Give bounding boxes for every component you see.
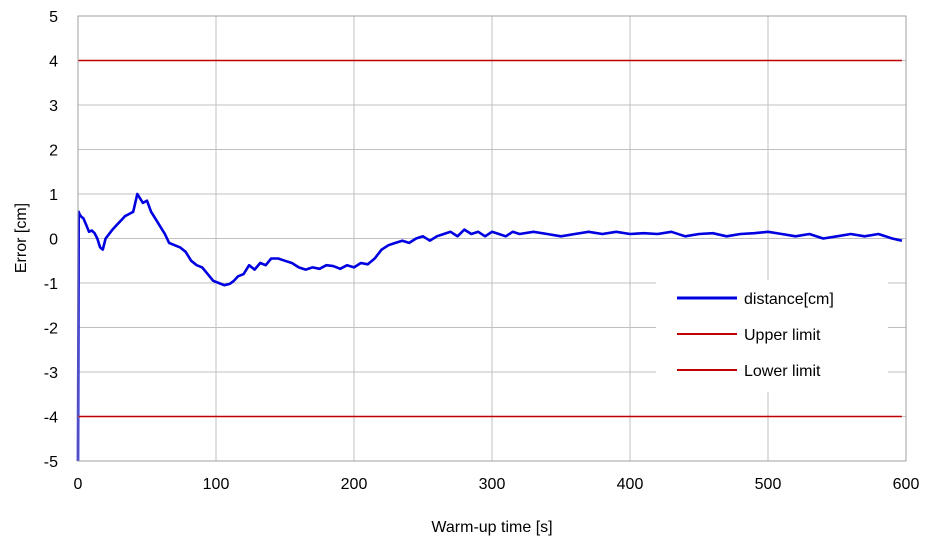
y-tick-label: -5 — [44, 454, 58, 471]
y-tick-label: 1 — [49, 187, 58, 204]
y-tick-label: -2 — [44, 321, 58, 338]
plot-area-frame — [77, 15, 907, 462]
series-line-distance — [76, 192, 903, 462]
y-tick-label: -4 — [44, 410, 58, 427]
x-tick-label: 200 — [341, 476, 368, 493]
legend-label-lower-limit: Lower limit — [744, 363, 821, 380]
x-tick-label: 0 — [74, 476, 83, 493]
x-axis-title: Warm-up time [s] — [431, 519, 552, 536]
y-tick-label: 2 — [49, 143, 58, 160]
legend-label-distance: distance[cm] — [744, 291, 834, 308]
y-tick-label: 5 — [49, 9, 58, 26]
x-tick-label: 300 — [479, 476, 506, 493]
legend: distance[cm] Upper limit Lower limit — [656, 280, 888, 392]
chart-ticks: 0 100 200 300 400 500 600 -5 -4 -3 -2 -1 0 1 2 3 4 5 — [44, 9, 920, 493]
chart-grid — [77, 15, 907, 462]
x-tick-label: 100 — [203, 476, 230, 493]
x-tick-label: 500 — [755, 476, 782, 493]
y-tick-label: -3 — [44, 365, 58, 382]
y-tick-label: 3 — [49, 98, 58, 115]
y-tick-label: 0 — [49, 232, 58, 249]
legend-label-upper-limit: Upper limit — [744, 327, 821, 344]
y-tick-label: 4 — [49, 54, 58, 71]
y-tick-label: -1 — [44, 276, 58, 293]
x-tick-label: 400 — [617, 476, 644, 493]
chart-series — [76, 59, 903, 462]
x-tick-label: 600 — [893, 476, 920, 493]
y-axis-title: Error [cm] — [13, 203, 30, 273]
